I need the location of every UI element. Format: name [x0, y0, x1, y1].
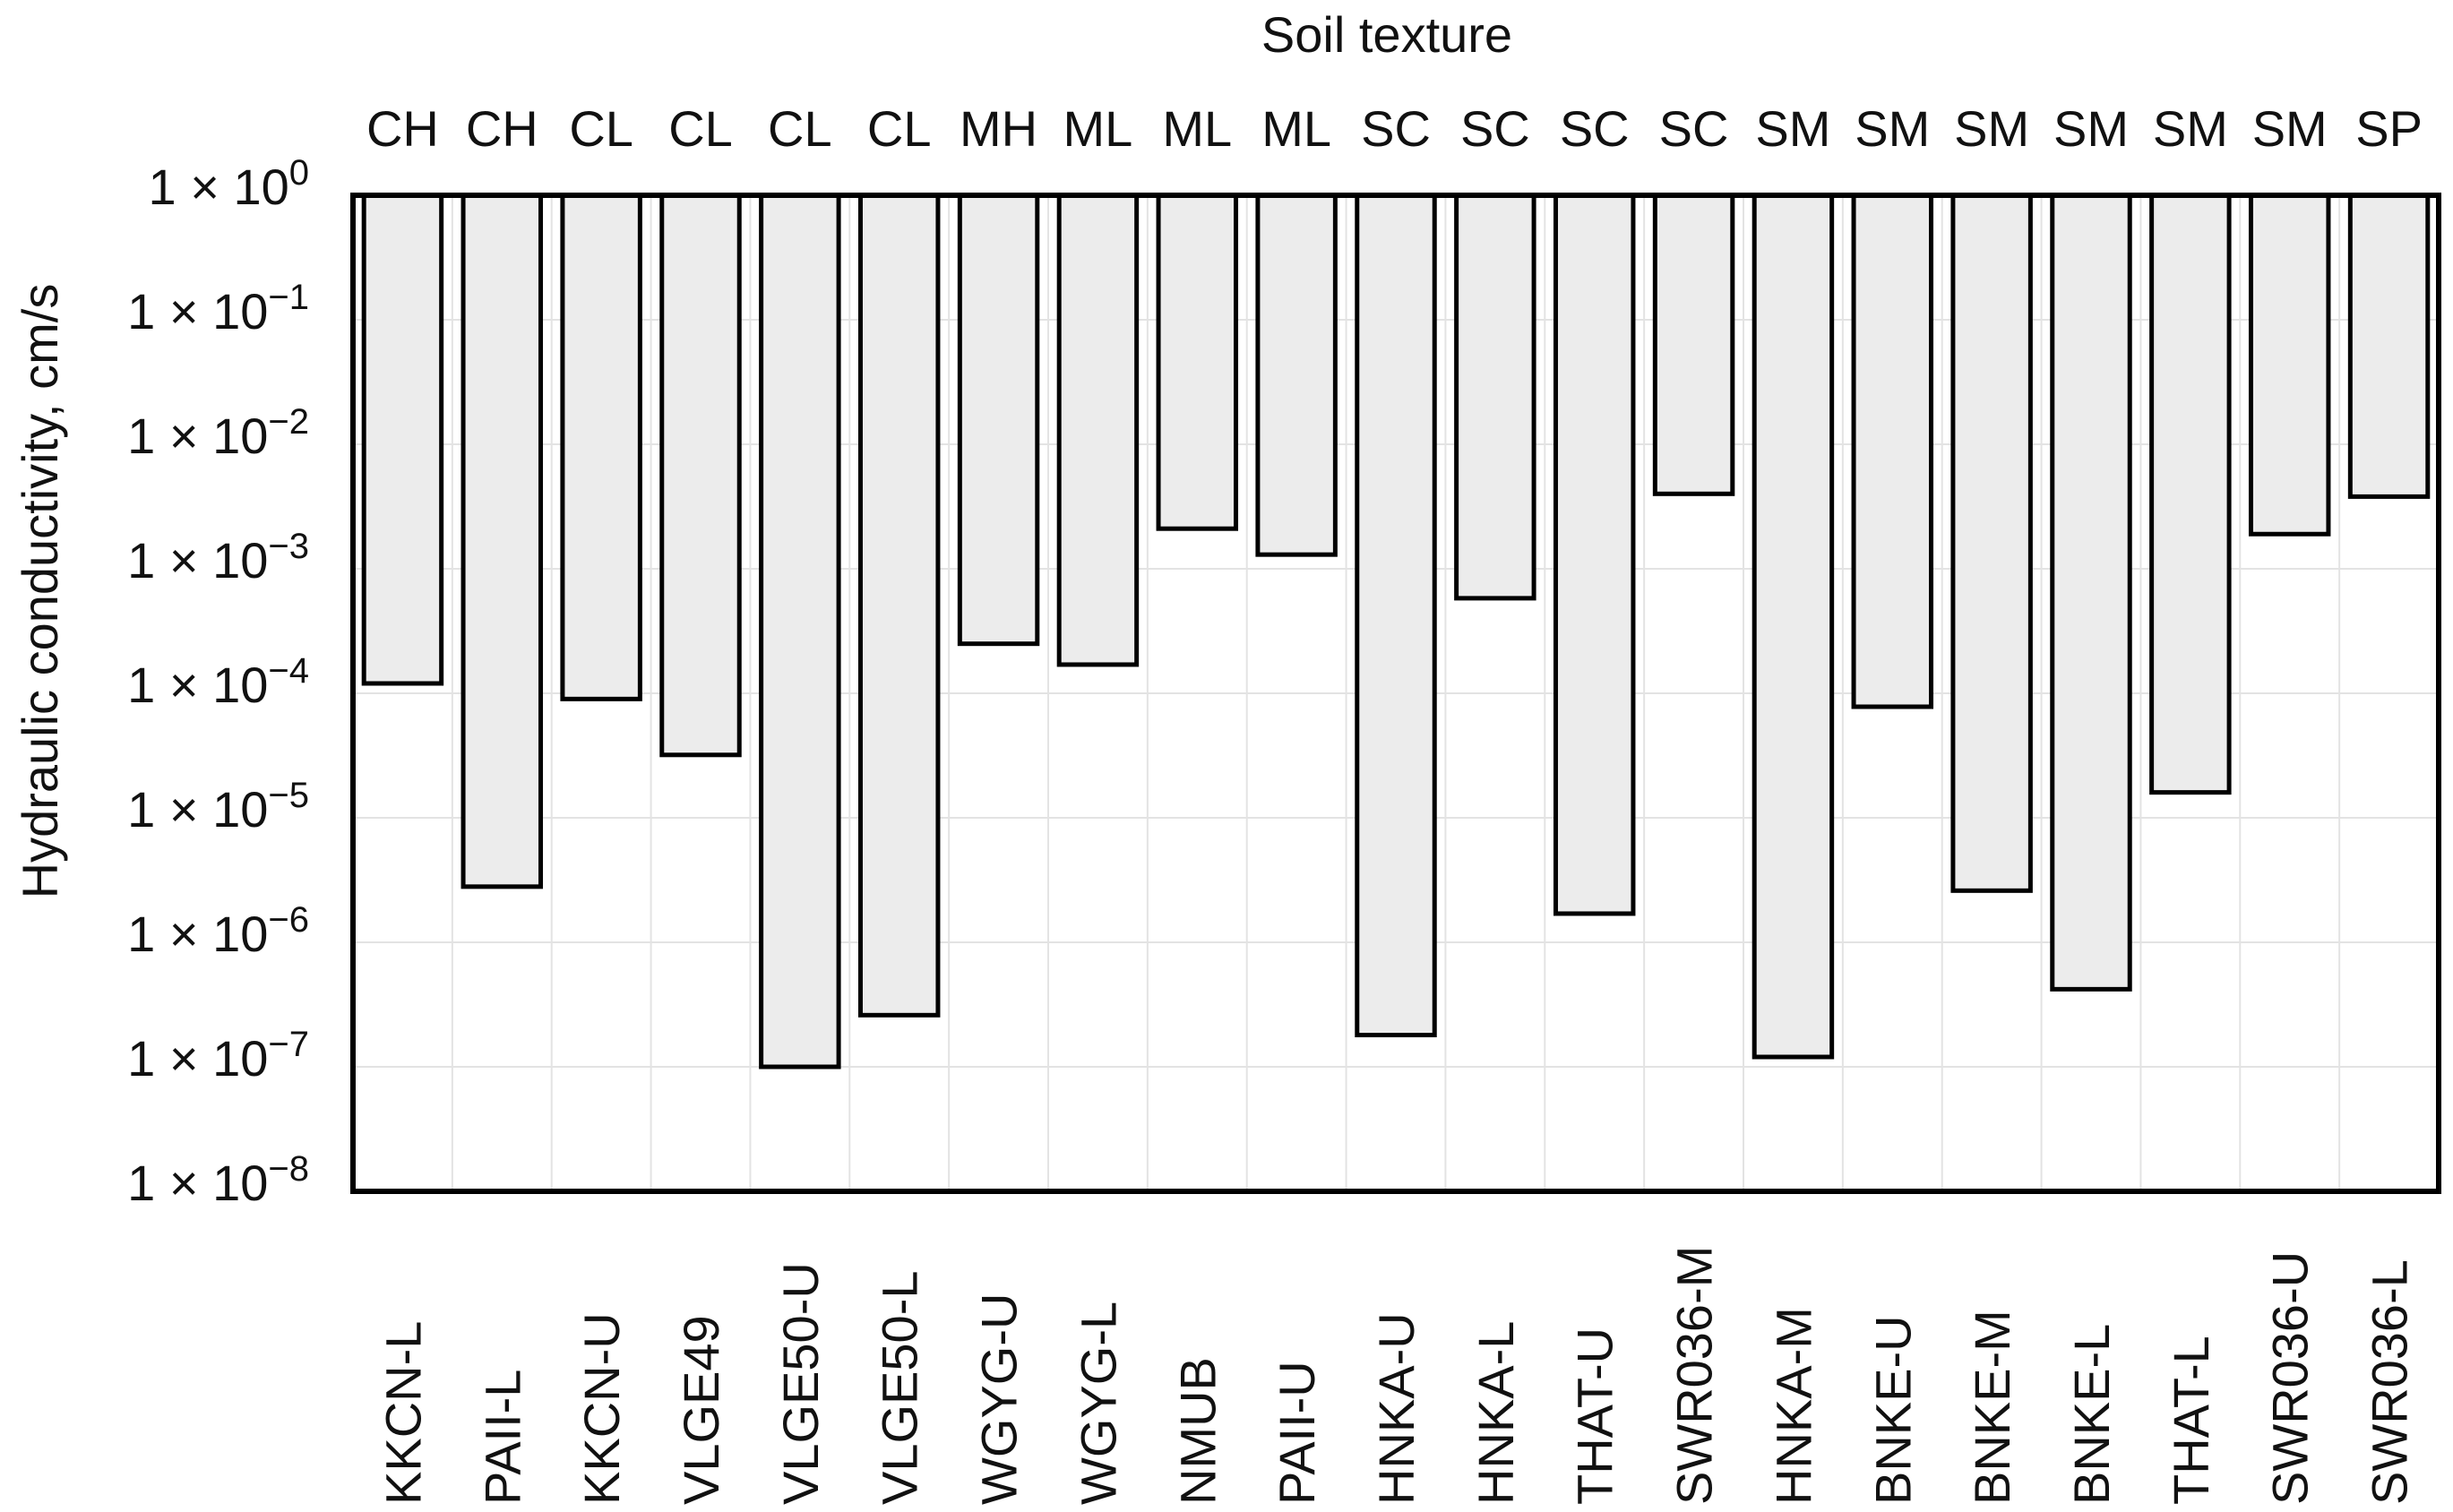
y-tick-mantissa: 1 × 10	[148, 159, 288, 215]
y-tick-exponent: −7	[268, 1025, 309, 1064]
bar-hnka-u	[1355, 193, 1437, 1038]
bar-kkcn-u	[560, 193, 642, 701]
bar-swr036-m	[1652, 193, 1735, 496]
sample-label: KKCN-L	[374, 1321, 431, 1505]
sample-label: WGYG-L	[1070, 1302, 1126, 1505]
texture-label: SM	[2153, 100, 2228, 157]
bar-hnka-m	[1752, 193, 1835, 1060]
y-tick-exponent: 0	[289, 153, 309, 193]
texture-label: ML	[1162, 100, 1232, 157]
bars	[361, 193, 2431, 1070]
bar-vlge50-l	[857, 193, 941, 1018]
texture-label: SM	[1755, 100, 1830, 157]
bar-vlge49	[659, 193, 742, 758]
sample-label: SWR036-M	[1666, 1246, 1723, 1505]
bar-paii-u	[1255, 193, 1338, 557]
y-tick-exponent: −8	[268, 1149, 309, 1189]
sample-label: PAII-L	[474, 1370, 530, 1505]
bar-wgyg-u	[957, 193, 1040, 647]
texture-label: ML	[1063, 100, 1133, 157]
bar-that-u	[1553, 193, 1636, 916]
sample-label: THAT-U	[1567, 1327, 1623, 1505]
bar-bnke-l	[2050, 193, 2132, 992]
bar-bnke-u	[1851, 193, 1934, 709]
plot-frame	[350, 193, 2441, 1194]
y-tick-label: 1 × 10−5	[127, 776, 309, 838]
y-axis-title: Hydraulic conductivity, cm/s	[12, 284, 68, 899]
bar-bnke-m	[1950, 193, 2033, 893]
y-tick-mantissa: 1 × 10	[127, 1155, 268, 1211]
y-tick-mantissa: 1 × 10	[127, 657, 268, 713]
y-tick-exponent: −3	[268, 527, 309, 566]
bar-that-l	[2149, 193, 2232, 795]
y-tick-label: 1 × 10−2	[127, 402, 309, 464]
y-tick-exponent: −5	[268, 776, 309, 815]
y-tick-mantissa: 1 × 10	[127, 906, 268, 962]
bar-wgyg-l	[1056, 193, 1140, 667]
sample-label: BNKE-L	[2063, 1324, 2120, 1505]
texture-label: CL	[867, 100, 932, 157]
sample-label: NMUB	[1169, 1357, 1226, 1505]
sample-labels: KKCN-L PAII-L KKCN-U VLGE49 VLGE50-U VLGE50-L…	[374, 1246, 2417, 1505]
y-tick-label: 1 × 100	[148, 153, 309, 215]
sample-label: BNKE-U	[1864, 1315, 1921, 1505]
y-tick-label: 1 × 10−4	[127, 651, 309, 713]
y-tick-mantissa: 1 × 10	[127, 408, 268, 464]
texture-label: CL	[569, 100, 633, 157]
sample-label: KKCN-U	[573, 1312, 630, 1505]
bar-kkcn-l	[361, 193, 444, 686]
sample-label: HNKA-M	[1765, 1307, 1821, 1505]
y-tick-label: 1 × 10−6	[127, 900, 309, 962]
y-tick-mantissa: 1 × 10	[127, 781, 268, 838]
y-tick-exponent: −1	[268, 278, 309, 317]
texture-label: ML	[1261, 100, 1331, 157]
sample-label: SWR036-L	[2362, 1259, 2418, 1505]
y-tick-exponent: −4	[268, 651, 309, 691]
bar-swr036-l	[2347, 193, 2431, 499]
texture-label: CH	[466, 100, 538, 157]
texture-label: SM	[2252, 100, 2328, 157]
texture-label: SM	[2053, 100, 2129, 157]
sample-label: HNKA-L	[1467, 1321, 1524, 1505]
y-tick-mantissa: 1 × 10	[127, 1030, 268, 1087]
gridlines	[353, 194, 2439, 1192]
sample-label: THAT-L	[2163, 1336, 2219, 1505]
bar-swr036-u	[2248, 193, 2331, 537]
bar-nmub	[1156, 193, 1239, 531]
texture-label: CL	[768, 100, 832, 157]
y-tick-label: 1 × 10−7	[127, 1025, 309, 1087]
y-tick-label: 1 × 10−8	[127, 1149, 309, 1211]
texture-label: CH	[366, 100, 439, 157]
sample-label: PAII-U	[1269, 1361, 1325, 1505]
y-tick-mantissa: 1 × 10	[127, 532, 268, 588]
texture-label: CL	[668, 100, 733, 157]
texture-label: SM	[1954, 100, 2029, 157]
texture-label: MH	[960, 100, 1037, 157]
y-tick-exponent: −6	[268, 900, 309, 940]
texture-label: SC	[1460, 100, 1530, 157]
texture-label: SC	[1560, 100, 1630, 157]
bar-hnka-l	[1454, 193, 1536, 601]
y-tick-mantissa: 1 × 10	[127, 283, 268, 339]
texture-label: SM	[1855, 100, 1930, 157]
sample-label: SWR036-U	[2262, 1251, 2319, 1505]
chart-title: Soil texture	[1261, 6, 1512, 63]
sample-label: VLGE50-U	[772, 1262, 829, 1505]
sample-label: VLGE50-L	[872, 1271, 928, 1506]
texture-label: SP	[2355, 100, 2423, 157]
sample-label: BNKE-M	[1964, 1310, 2020, 1505]
sample-label: HNKA-U	[1368, 1312, 1424, 1505]
y-tick-exponent: −2	[268, 402, 309, 442]
bar-paii-l	[460, 193, 544, 889]
sample-label: VLGE49	[673, 1315, 729, 1505]
texture-label: SC	[1361, 100, 1431, 157]
texture-label: SC	[1659, 100, 1729, 157]
bar-vlge50-u	[759, 193, 841, 1070]
sample-label: WGYG-U	[971, 1293, 1028, 1505]
y-tick-label: 1 × 10−3	[127, 527, 309, 588]
texture-labels: CH CH CL CL CL CL MH ML ML ML SC SC SC SC SM SM SM SM SM SM…	[366, 100, 2423, 157]
y-tick-label: 1 × 10−1	[127, 278, 309, 339]
